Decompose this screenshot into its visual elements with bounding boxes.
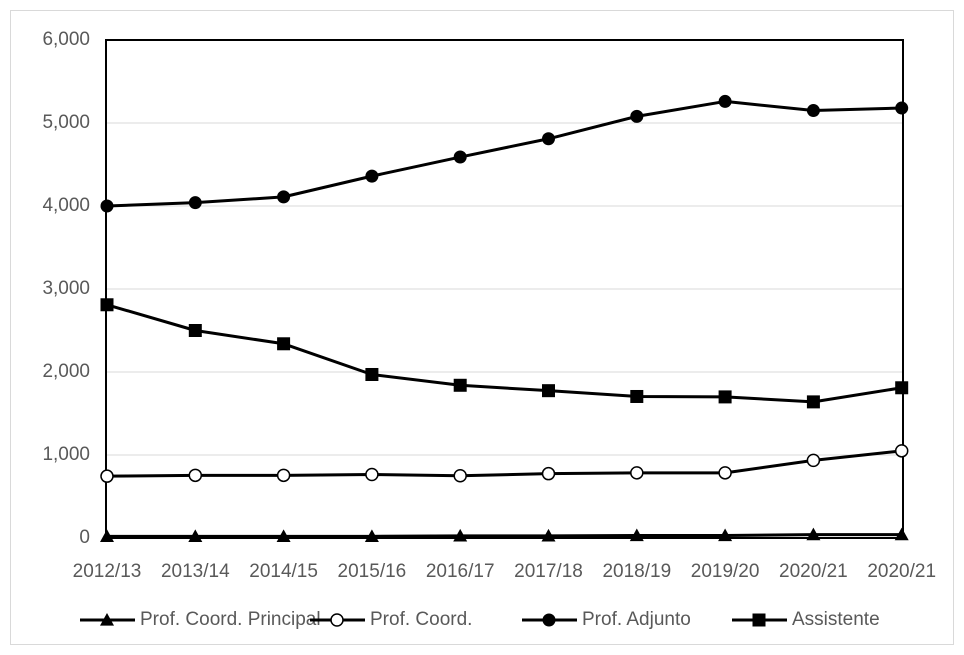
open-circle-marker — [718, 466, 732, 480]
series-line — [107, 533, 902, 538]
x-axis-ticks: 2012/13 2013/14 2014/15 2015/16 2016/17 2017/… — [73, 561, 936, 582]
triangle-marker — [806, 527, 821, 541]
square-marker — [752, 613, 766, 627]
chart-frame — [10, 10, 954, 645]
legend-label: Prof. Coord. Principal — [140, 609, 321, 630]
triangle-marker — [100, 613, 114, 626]
series-line — [106, 303, 902, 404]
open-circle-marker — [330, 613, 344, 627]
triangle-marker — [453, 528, 468, 542]
series-1 — [100, 444, 909, 483]
triangle-marker — [188, 529, 203, 542]
triangle-marker — [718, 528, 733, 542]
square-marker — [277, 337, 291, 351]
legend-item-0: Prof. Coord. Principal — [80, 609, 321, 630]
legend: Prof. Coord. Principal Prof. Coord. Prof. … — [80, 609, 880, 630]
triangle-marker — [894, 527, 909, 541]
plot-area-border — [105, 39, 904, 539]
triangle-marker — [541, 528, 556, 542]
open-circle-marker — [188, 468, 203, 483]
grid-layer — [105, 39, 904, 539]
series-layer — [100, 94, 909, 542]
legend-label: Prof. Adjunto — [582, 609, 691, 630]
circle-marker — [100, 199, 114, 213]
y-tick-label: 5,000 — [42, 112, 90, 133]
circle-marker — [542, 132, 555, 146]
open-circle-marker — [630, 466, 644, 480]
circle-marker — [718, 94, 732, 108]
open-circle-marker — [365, 467, 379, 482]
triangle-marker — [364, 529, 379, 542]
circle-marker — [630, 109, 644, 123]
x-tick-label: 2013/14 — [161, 561, 230, 582]
circle-marker — [453, 150, 467, 164]
square-marker — [895, 381, 909, 395]
x-tick-label: 2012/13 — [73, 561, 142, 582]
square-marker — [542, 384, 555, 398]
x-tick-label: 2015/16 — [338, 561, 407, 582]
y-tick-label: 6,000 — [42, 29, 90, 50]
y-tick-label: 1,000 — [42, 444, 90, 465]
square-marker — [188, 324, 202, 337]
y-tick-label: 2,000 — [42, 361, 90, 382]
series-0 — [100, 527, 909, 542]
triangle-marker — [276, 529, 291, 542]
x-tick-label: 2014/15 — [249, 561, 318, 582]
open-circle-marker — [894, 444, 909, 458]
circle-marker — [542, 613, 556, 627]
circle-marker — [188, 196, 202, 210]
open-circle-marker — [453, 469, 467, 483]
y-tick-label: 3,000 — [42, 278, 90, 299]
x-tick-label: 2020/21 — [779, 561, 848, 582]
square-marker — [806, 395, 820, 409]
y-tick-label: 4,000 — [42, 195, 90, 216]
circle-marker — [806, 104, 820, 118]
legend-label: Assistente — [792, 609, 880, 630]
square-marker — [453, 378, 467, 392]
x-tick-label: 2019/20 — [691, 561, 760, 582]
open-circle-marker — [276, 468, 291, 483]
x-tick-label: 2020/21 — [867, 561, 936, 582]
square-marker — [718, 390, 732, 404]
circle-marker — [365, 169, 379, 183]
series-line — [106, 99, 902, 208]
series-2 — [100, 94, 909, 213]
x-tick-label: 2018/19 — [602, 561, 671, 582]
y-axis-ticks: 0 1,000 2,000 3,000 4,000 5,000 6,000 — [42, 29, 90, 548]
x-tick-label: 2016/17 — [426, 561, 495, 582]
legend-item-2: Prof. Adjunto — [522, 609, 691, 630]
square-marker — [630, 389, 644, 403]
series-3 — [100, 298, 909, 409]
triangle-marker — [629, 528, 644, 542]
y-tick-label: 0 — [79, 527, 90, 548]
x-tick-label: 2017/18 — [514, 561, 583, 582]
square-marker — [365, 367, 379, 381]
circle-marker — [277, 190, 291, 204]
circle-marker — [895, 101, 909, 115]
open-circle-marker — [806, 453, 821, 468]
triangle-marker — [100, 529, 114, 542]
series-line — [106, 449, 902, 478]
legend-item-1: Prof. Coord. — [310, 609, 472, 630]
legend-label: Prof. Coord. — [370, 609, 472, 630]
open-circle-marker — [541, 466, 556, 481]
square-marker — [100, 298, 114, 312]
legend-item-3: Assistente — [732, 609, 880, 630]
open-circle-marker — [100, 469, 114, 483]
